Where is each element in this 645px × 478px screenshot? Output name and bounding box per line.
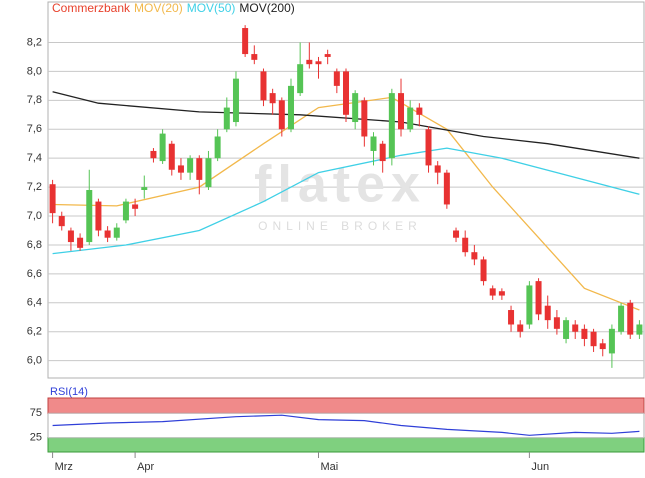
legend-entry: MOV(50) — [187, 1, 236, 15]
candle-body — [269, 93, 276, 104]
candle-body — [407, 107, 414, 130]
candle-body — [251, 54, 258, 60]
candle-body — [608, 328, 615, 354]
candle-body — [361, 100, 368, 137]
x-tick-label: Mai — [320, 461, 338, 473]
price-panel: 6,0 6,2 6,4 6,6 6,8 7,0 7,2 7,4 7,6 7,8 8,0 8,2 flat… — [27, 1, 645, 379]
candle-body — [508, 310, 515, 325]
candle-body — [388, 93, 395, 159]
candle-body — [462, 237, 469, 253]
candle-body — [480, 259, 487, 282]
y-tick-label: 25 — [30, 432, 42, 444]
candle-body — [223, 107, 230, 130]
candle-body — [58, 216, 65, 227]
y-tick-label: 7,2 — [27, 181, 42, 193]
candle-body — [315, 61, 322, 65]
candle-body — [544, 305, 551, 321]
moving-average — [52, 91, 640, 159]
candle-body — [333, 71, 340, 86]
candle-body — [214, 136, 221, 159]
candle-body — [104, 230, 111, 238]
candle-body — [205, 158, 212, 188]
candle-body — [77, 237, 84, 248]
candle-body — [49, 184, 56, 214]
candle-body — [425, 129, 432, 166]
candle-body — [122, 201, 129, 221]
candle-body — [618, 305, 625, 332]
candle-body — [324, 54, 331, 57]
candle-body — [627, 302, 634, 335]
rsi-panel: 25 75 RSI(14) — [30, 386, 645, 453]
y-tick-label: 7,4 — [27, 152, 42, 164]
candle-body — [95, 201, 102, 231]
panel-label: RSI(14) — [50, 386, 88, 398]
candle-body — [553, 317, 560, 329]
y-tick-label: 8,2 — [27, 36, 42, 48]
candle-body — [379, 143, 386, 162]
watermark: flatex — [254, 156, 426, 214]
y-tick-label: 7,0 — [27, 210, 42, 222]
candle-body — [242, 28, 249, 55]
candle-body — [196, 158, 203, 180]
watermark-subtitle: ONLINE BROKER — [258, 219, 422, 233]
moving-average — [52, 147, 640, 255]
candle-body — [498, 291, 505, 296]
candle-body — [599, 343, 606, 350]
candle-body — [517, 324, 524, 332]
y-tick-label: 6,4 — [27, 297, 42, 309]
y-tick-label: 8,0 — [27, 65, 42, 77]
candle-body — [416, 107, 423, 115]
y-tick-label: 6,6 — [27, 268, 42, 280]
y-tick-label: 7,6 — [27, 123, 42, 135]
legend-entry: MOV(20) — [134, 1, 183, 15]
candle-body — [590, 331, 597, 347]
rsi-line — [52, 414, 640, 436]
candle-body — [636, 324, 643, 335]
x-tick-label: Jun — [531, 461, 549, 473]
candle-body — [86, 190, 93, 243]
candle-body — [563, 320, 570, 339]
y-tick-label: 7,8 — [27, 94, 42, 106]
candle-body — [232, 78, 239, 123]
candle-body — [159, 133, 166, 162]
candle-body — [370, 136, 377, 151]
y-tick-label: 75 — [30, 407, 42, 419]
candle-body — [443, 172, 450, 205]
candle-body — [489, 288, 496, 296]
candle-body — [177, 165, 184, 173]
y-tick-label: 6,2 — [27, 326, 42, 338]
candle-body — [141, 187, 148, 190]
candle-body — [67, 230, 74, 243]
x-tick-label: Mrz — [55, 461, 73, 473]
legend-entry: MOV(200) — [239, 1, 294, 15]
candle-body — [168, 143, 175, 170]
overbought-zone — [47, 397, 645, 414]
candle-body — [150, 150, 157, 159]
y-tick-label: 6,0 — [27, 355, 42, 367]
candle-body — [471, 252, 478, 260]
candle-body — [278, 100, 285, 130]
x-tick-label: Apr — [137, 461, 154, 473]
candle-body — [187, 158, 194, 173]
candle-body — [352, 93, 359, 123]
candle-body — [526, 285, 533, 325]
candle-body — [343, 71, 349, 115]
candle-body — [535, 281, 542, 315]
candle-body — [287, 85, 294, 130]
candle-body — [572, 324, 579, 332]
candle-body — [434, 165, 441, 173]
candle-body — [398, 93, 405, 130]
y-tick-label: 6,8 — [27, 239, 42, 251]
candle-body — [306, 59, 313, 65]
candle-body — [297, 64, 304, 94]
candle-body — [581, 328, 588, 339]
plot-area — [47, 1, 645, 379]
legend-entry: Commerzbank — [52, 1, 131, 15]
oversold-zone — [47, 437, 645, 453]
candle-body — [260, 71, 267, 101]
candle-body — [132, 204, 139, 209]
candle-body — [113, 227, 120, 238]
candle-body — [453, 230, 460, 238]
